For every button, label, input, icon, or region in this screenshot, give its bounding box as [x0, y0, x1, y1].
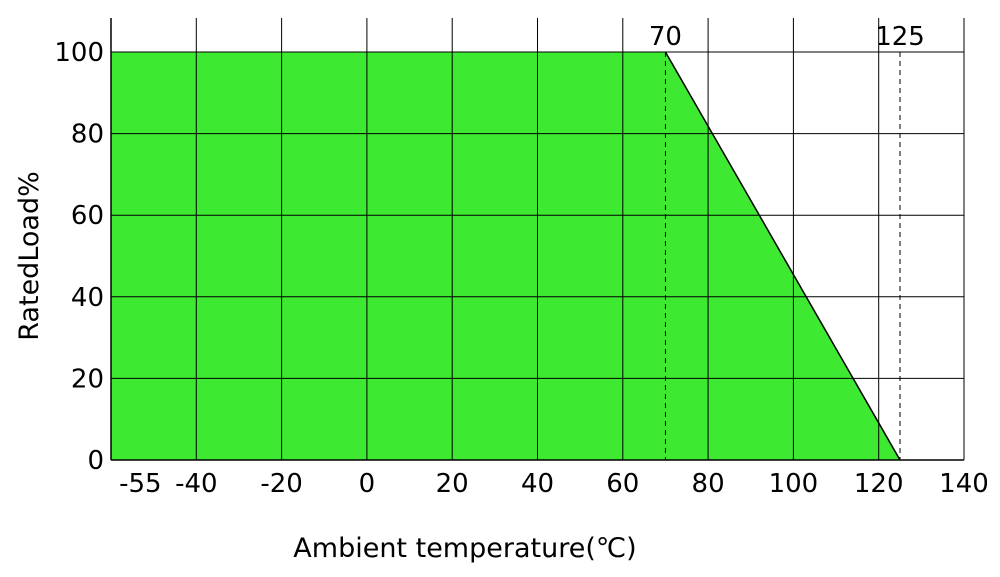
x-axis-title: Ambient temperature(℃)	[293, 533, 636, 564]
y-tick-label: 100	[54, 38, 104, 68]
x-tick-label: -55	[119, 469, 161, 499]
grid-layer	[111, 18, 965, 461]
x-tick-label: 80	[692, 469, 725, 499]
x-tick-label: 100	[769, 469, 819, 499]
y-tick-label: 80	[71, 120, 104, 150]
x-tick-label: 140	[939, 469, 989, 499]
y-axis-title: RatedLoad%	[14, 171, 45, 340]
annotation-label: 125	[875, 22, 925, 52]
derating-area	[111, 52, 901, 460]
axis-layer	[110, 18, 964, 461]
y-tick-label: 40	[71, 283, 104, 313]
x-tick-label: -40	[175, 469, 217, 499]
x-tick-label: 60	[606, 469, 639, 499]
y-tick-label: 0	[87, 446, 104, 476]
y-tick-label: 20	[71, 364, 104, 394]
marker-layer	[664, 52, 901, 460]
annotation-label: 70	[649, 22, 682, 52]
x-tick-label: 40	[521, 469, 554, 499]
x-tick-label: 0	[359, 469, 376, 499]
derating-curve-line	[664, 51, 901, 461]
curve-layer	[664, 51, 901, 461]
x-tick-label: 120	[854, 469, 904, 499]
y-tick-label: 60	[71, 201, 104, 231]
x-tick-label: -20	[260, 469, 302, 499]
area-layer	[111, 52, 901, 460]
label-layer: 70 125 0 20 40 60 80 100 -55 -40 -20 0 20 40 60 80 100 12…	[54, 22, 988, 499]
x-tick-label: 20	[436, 469, 469, 499]
